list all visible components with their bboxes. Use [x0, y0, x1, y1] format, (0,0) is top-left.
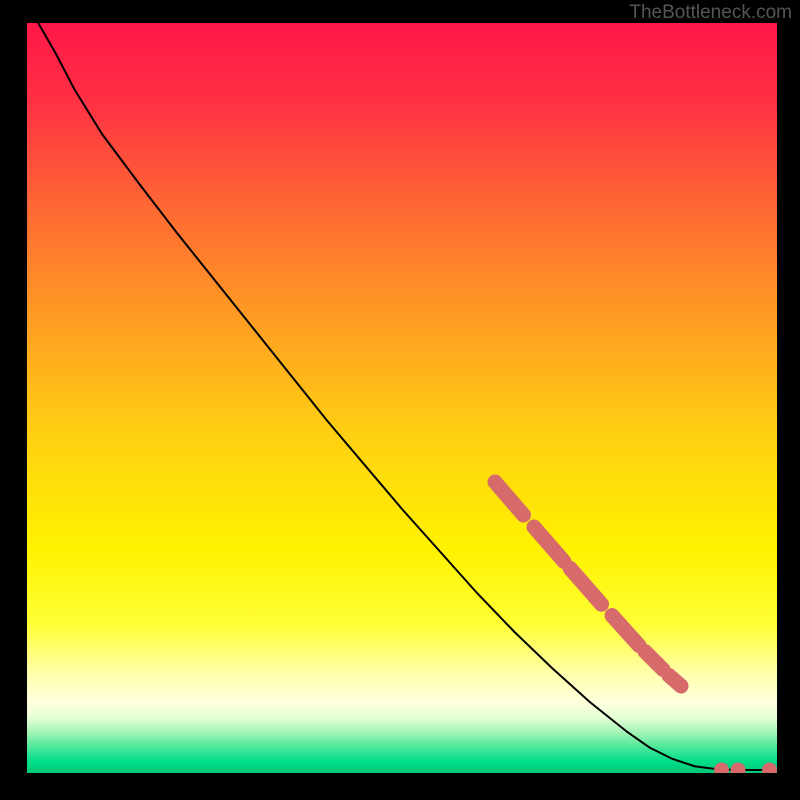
chart-overlay: [27, 23, 777, 773]
chart-marker-segment: [570, 568, 602, 604]
chart-marker-dot: [731, 763, 746, 774]
chart-line: [38, 23, 777, 770]
chart-marker-segment: [495, 482, 524, 515]
chart-marker-segment: [645, 652, 663, 670]
chart-marker-segment: [612, 616, 639, 646]
chart-marker-dot: [714, 763, 729, 774]
chart-plot-area: [27, 23, 777, 773]
chart-marker-segment: [534, 527, 564, 562]
watermark-text: TheBottleneck.com: [629, 2, 792, 24]
chart-marker-dot: [762, 763, 777, 774]
chart-marker-segment: [669, 676, 681, 687]
